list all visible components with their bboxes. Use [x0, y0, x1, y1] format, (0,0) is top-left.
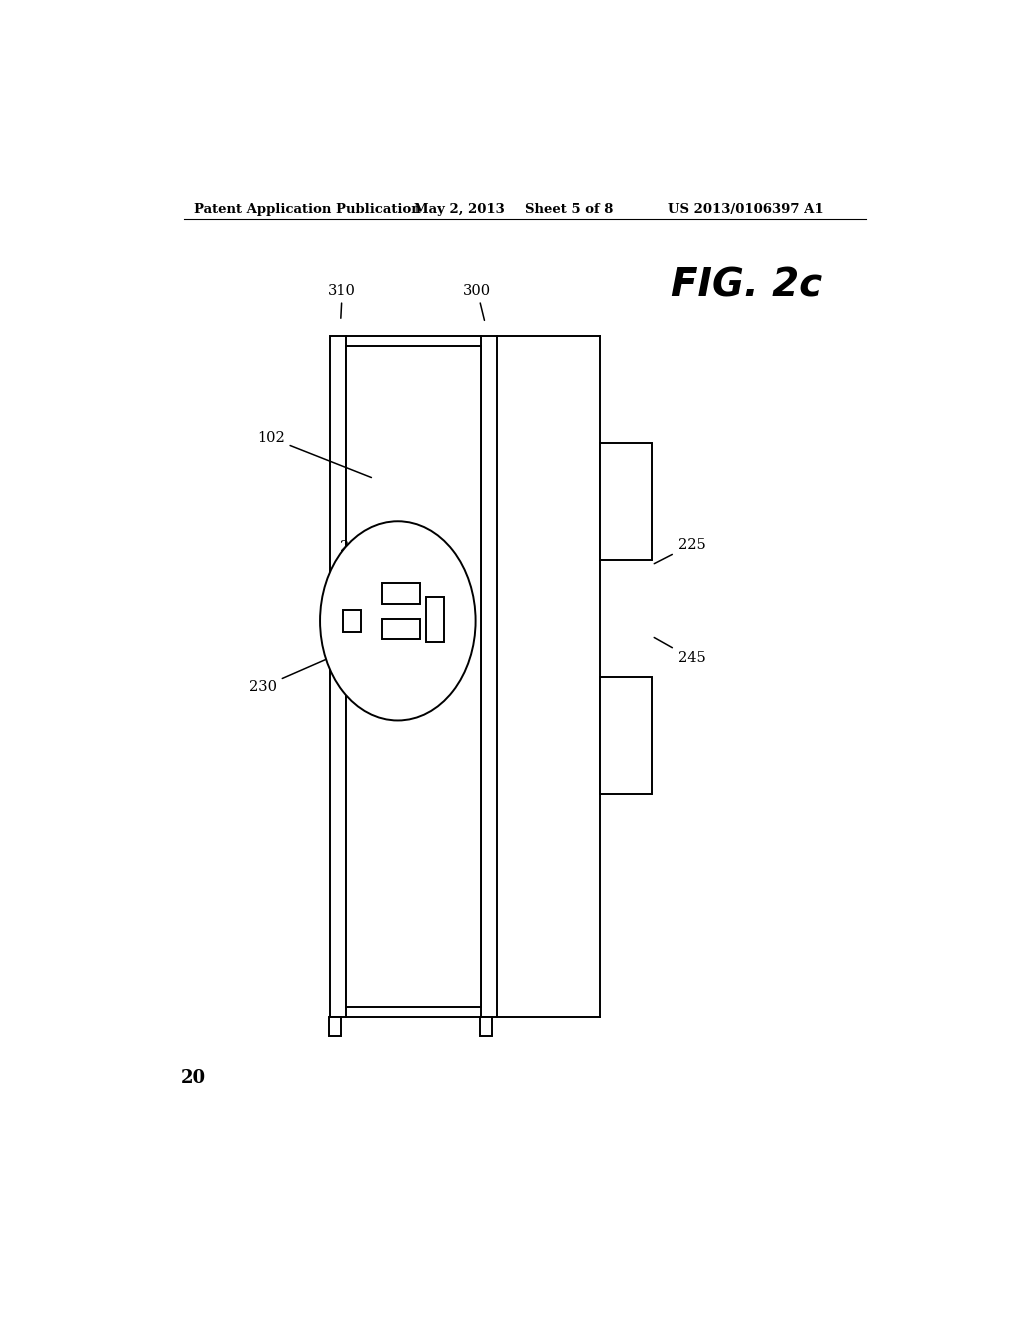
Text: US 2013/0106397 A1: US 2013/0106397 A1	[668, 203, 823, 215]
Bar	[479, 1018, 493, 1036]
Bar	[481, 337, 497, 1018]
Bar	[382, 619, 420, 639]
Text: 310: 310	[329, 284, 356, 318]
Text: FIG. 2c: FIG. 2c	[672, 267, 822, 305]
Bar	[600, 677, 652, 793]
Text: 235: 235	[340, 540, 368, 553]
Bar	[329, 1018, 341, 1036]
Text: May 2, 2013: May 2, 2013	[414, 203, 505, 215]
Text: 225: 225	[654, 537, 706, 564]
Bar	[426, 598, 443, 643]
Bar	[600, 444, 652, 560]
Bar	[343, 610, 360, 632]
Bar	[346, 346, 481, 1007]
Bar	[331, 337, 346, 1018]
Text: 300: 300	[463, 284, 492, 321]
Bar	[382, 583, 420, 603]
Text: 230: 230	[249, 657, 330, 694]
Circle shape	[321, 521, 475, 721]
Text: Sheet 5 of 8: Sheet 5 of 8	[524, 203, 613, 215]
Text: 20: 20	[180, 1069, 206, 1088]
Text: 102: 102	[257, 430, 372, 478]
Text: 245: 245	[654, 638, 706, 665]
Text: Patent Application Publication: Patent Application Publication	[194, 203, 421, 215]
